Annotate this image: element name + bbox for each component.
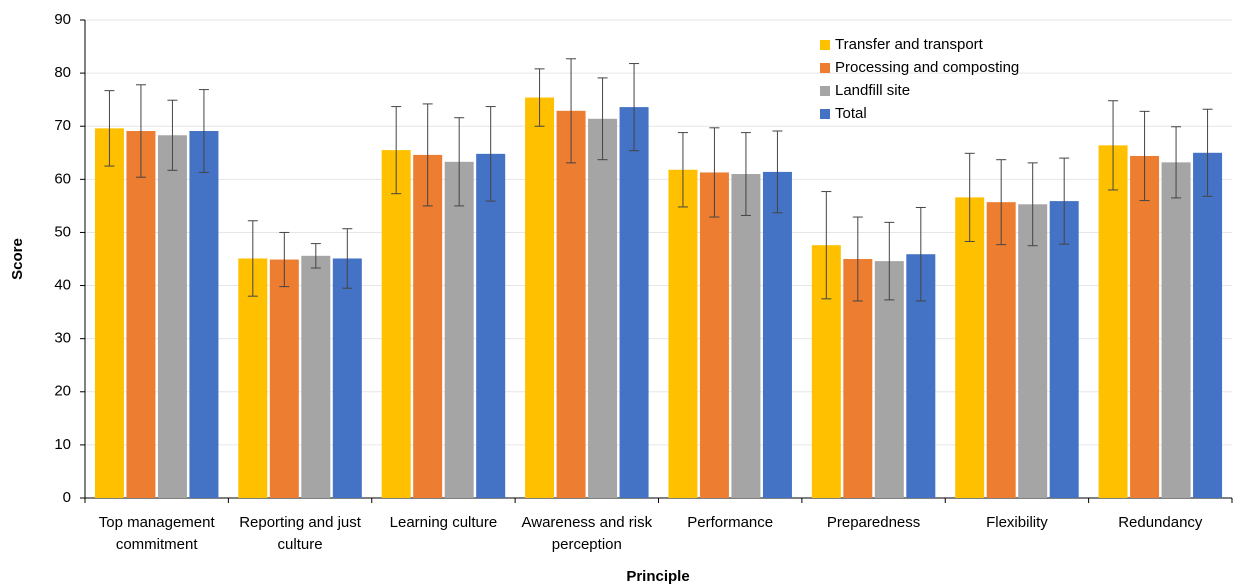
- bar: [189, 131, 219, 498]
- bar: [1098, 145, 1128, 498]
- legend-swatch: [820, 109, 830, 119]
- y-tick-label: 30: [54, 330, 71, 347]
- x-tick-label: Awareness and risk perception: [521, 514, 653, 553]
- bar: [413, 154, 443, 498]
- y-tick-label: 80: [54, 64, 71, 81]
- legend-swatch: [820, 86, 830, 96]
- error-bar: [852, 216, 863, 302]
- y-tick-label: 0: [63, 489, 71, 506]
- bar: [1049, 201, 1079, 498]
- error-bar: [1108, 100, 1119, 191]
- bar: [731, 174, 761, 498]
- error-bar: [740, 132, 751, 216]
- x-tick-label: Redundancy: [1118, 514, 1203, 531]
- error-bar: [391, 106, 402, 195]
- legend-label: Landfill site: [835, 82, 910, 99]
- legend-label: Transfer and transport: [835, 36, 984, 53]
- x-tick-label: Learning culture: [389, 514, 498, 531]
- error-bar: [454, 117, 465, 207]
- bar: [444, 161, 474, 498]
- error-bar: [629, 63, 640, 152]
- error-bar: [597, 77, 608, 161]
- bar: [1193, 152, 1223, 498]
- bar: [301, 255, 331, 498]
- bar: [269, 259, 299, 498]
- bar: [955, 197, 985, 498]
- error-bar: [964, 152, 975, 242]
- error-bar: [1027, 162, 1038, 247]
- error-bar: [342, 228, 353, 289]
- bar: [126, 131, 156, 498]
- bar: [238, 258, 268, 498]
- x-tick-label: Reporting and just culture: [239, 514, 361, 553]
- error-bar: [1202, 108, 1213, 197]
- error-bar: [485, 106, 496, 202]
- bar: [525, 97, 555, 498]
- x-axis-title: Principle: [626, 568, 689, 585]
- error-bar: [821, 191, 832, 300]
- bar: [332, 258, 362, 498]
- x-tick-label: Preparedness: [826, 514, 921, 531]
- bar: [1018, 204, 1048, 498]
- error-bar: [709, 127, 720, 218]
- bar: [556, 110, 586, 498]
- bar: [762, 171, 792, 499]
- error-bar: [310, 243, 321, 269]
- y-tick-label: 50: [54, 223, 71, 240]
- error-bar: [135, 84, 146, 178]
- legend-label: Total: [835, 105, 867, 122]
- y-axis-title: Score: [9, 238, 26, 280]
- legend-swatch: [820, 63, 830, 73]
- error-bar: [1139, 110, 1150, 202]
- bar: [668, 169, 698, 499]
- x-tick-label: Performance: [687, 514, 774, 531]
- x-tick-label: Flexibility: [986, 514, 1048, 531]
- error-bar: [198, 89, 209, 173]
- error-bar: [167, 99, 178, 171]
- error-bar: [534, 68, 545, 127]
- error-bar: [566, 58, 577, 164]
- bar: [94, 128, 124, 498]
- legend-swatch: [820, 40, 830, 50]
- bar: [986, 202, 1016, 498]
- y-tick-label: 90: [54, 11, 71, 28]
- bar: [157, 135, 187, 499]
- bar: [476, 153, 506, 498]
- bar: [381, 150, 411, 498]
- bar: [1161, 162, 1191, 499]
- error-bar: [279, 231, 290, 288]
- y-tick-label: 70: [54, 117, 71, 134]
- error-bar: [996, 159, 1007, 246]
- error-bar: [884, 221, 895, 301]
- error-bar: [1171, 126, 1182, 199]
- error-bar: [915, 206, 926, 302]
- error-bar: [422, 103, 433, 207]
- y-tick-label: 40: [54, 277, 71, 294]
- bar: [1130, 155, 1160, 498]
- error-bar: [1059, 157, 1070, 245]
- bar: [588, 118, 618, 498]
- x-tick-label: Top management commitment: [98, 514, 215, 553]
- error-bar: [104, 90, 115, 167]
- bar: [619, 107, 649, 498]
- error-bar: [772, 130, 783, 214]
- error-bar: [677, 132, 688, 208]
- bar: [874, 261, 904, 498]
- y-tick-label: 20: [54, 383, 71, 400]
- bar: [699, 172, 729, 498]
- legend-label: Processing and composting: [835, 59, 1019, 76]
- y-tick-label: 10: [54, 436, 71, 453]
- y-tick-label: 60: [54, 170, 71, 187]
- error-bar: [247, 220, 258, 297]
